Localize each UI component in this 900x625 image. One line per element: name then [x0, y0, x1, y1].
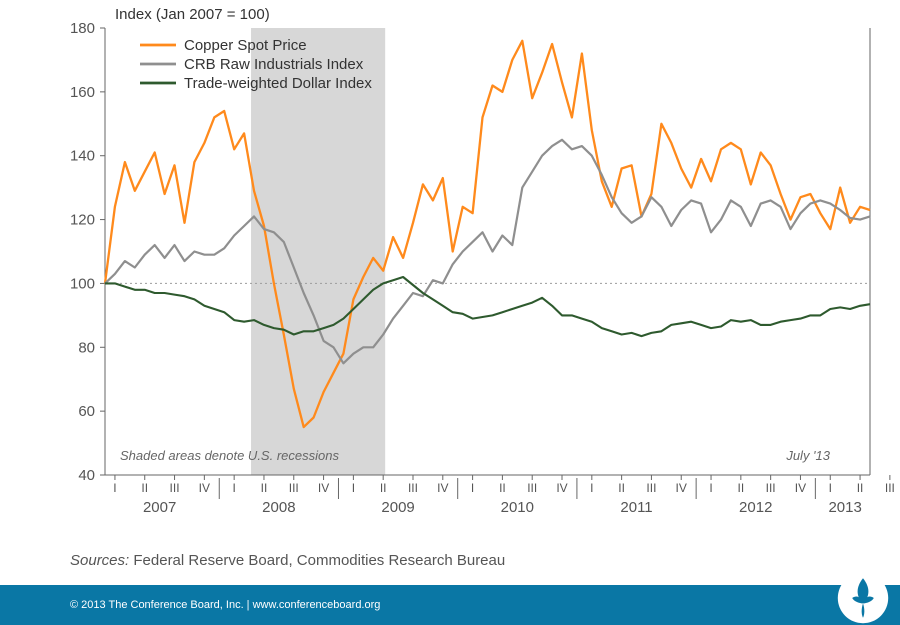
svg-text:Trade-weighted Dollar Index: Trade-weighted Dollar Index: [184, 75, 372, 92]
svg-text:IV: IV: [318, 481, 329, 495]
svg-text:III: III: [289, 481, 299, 495]
svg-text:III: III: [170, 481, 180, 495]
chart-svg: 406080100120140160180IIIIIIIVIIIIIIIVIII…: [0, 0, 900, 545]
sources-label: Sources:: [70, 552, 129, 569]
svg-text:2007: 2007: [143, 499, 176, 516]
svg-text:II: II: [618, 481, 625, 495]
svg-text:180: 180: [70, 20, 95, 37]
svg-text:III: III: [408, 481, 418, 495]
svg-text:IV: IV: [437, 481, 448, 495]
svg-text:120: 120: [70, 212, 95, 229]
svg-text:IV: IV: [199, 481, 210, 495]
footer-logo-icon: [836, 571, 890, 625]
svg-text:140: 140: [70, 148, 95, 165]
svg-text:CRB Raw Industrials Index: CRB Raw Industrials Index: [184, 56, 364, 73]
sources-text: Federal Reserve Board, Commodities Resea…: [133, 552, 505, 569]
svg-text:II: II: [738, 481, 745, 495]
footer-text: © 2013 The Conference Board, Inc. | www.…: [70, 599, 380, 611]
svg-text:IV: IV: [795, 481, 806, 495]
svg-text:II: II: [261, 481, 268, 495]
svg-text:I: I: [113, 481, 116, 495]
svg-text:II: II: [380, 481, 387, 495]
svg-text:I: I: [829, 481, 832, 495]
footer-bar: © 2013 The Conference Board, Inc. | www.…: [0, 585, 900, 625]
svg-text:2013: 2013: [828, 499, 861, 516]
svg-text:2012: 2012: [739, 499, 772, 516]
svg-text:II: II: [141, 481, 148, 495]
svg-text:Shaded areas denote U.S. reces: Shaded areas denote U.S. recessions: [120, 448, 339, 463]
svg-text:III: III: [766, 481, 776, 495]
svg-text:II: II: [857, 481, 864, 495]
svg-text:2011: 2011: [620, 499, 652, 516]
svg-text:IV: IV: [556, 481, 567, 495]
svg-text:III: III: [527, 481, 537, 495]
svg-text:I: I: [352, 481, 355, 495]
svg-text:80: 80: [78, 339, 95, 356]
svg-text:160: 160: [70, 84, 95, 101]
sources-line: Sources: Federal Reserve Board, Commodit…: [70, 552, 505, 569]
svg-text:July '13: July '13: [785, 448, 830, 463]
svg-text:2008: 2008: [262, 499, 295, 516]
svg-text:100: 100: [70, 275, 95, 292]
chart-container: Index (Jan 2007 = 100) 40 60 80 100 120 140 16…: [0, 0, 900, 545]
svg-text:I: I: [590, 481, 593, 495]
svg-text:40: 40: [78, 467, 95, 484]
svg-text:III: III: [646, 481, 656, 495]
chart-title: Index (Jan 2007 = 100): [115, 6, 270, 23]
svg-text:2010: 2010: [501, 499, 534, 516]
svg-text:III: III: [885, 481, 895, 495]
svg-text:IV: IV: [676, 481, 687, 495]
svg-text:2009: 2009: [381, 499, 414, 516]
svg-text:I: I: [232, 481, 235, 495]
svg-text:II: II: [499, 481, 506, 495]
svg-text:Copper Spot Price: Copper Spot Price: [184, 37, 307, 54]
svg-text:I: I: [471, 481, 474, 495]
svg-text:60: 60: [78, 403, 95, 420]
svg-text:I: I: [709, 481, 712, 495]
